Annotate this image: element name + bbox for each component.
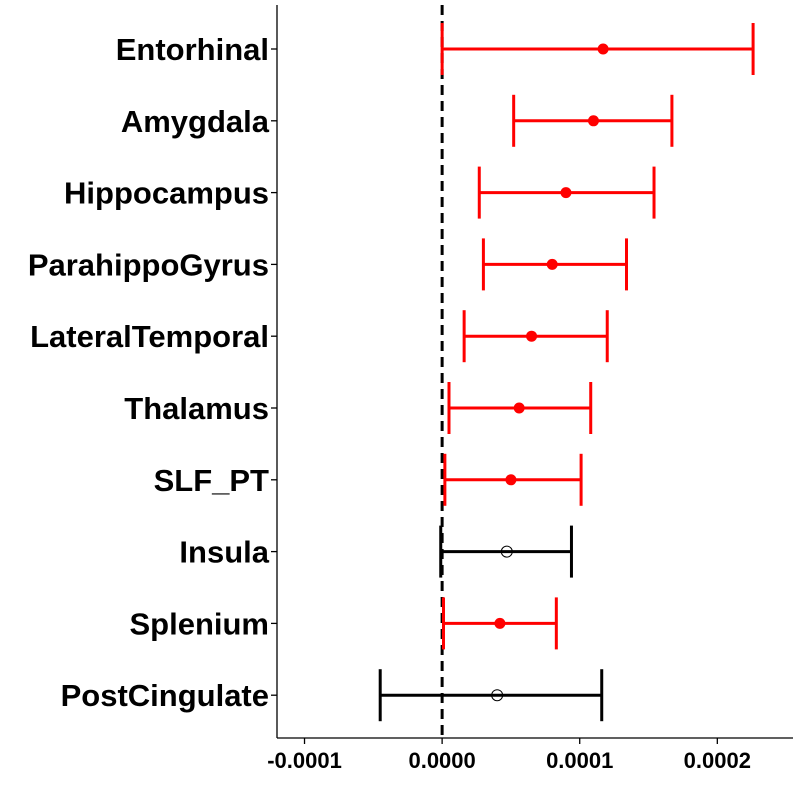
point-estimate (491, 689, 504, 702)
point-estimate (500, 545, 513, 558)
point-estimate (494, 617, 506, 629)
y-tick-label: Splenium (129, 606, 269, 641)
x-tick-label: 0.0000 (408, 748, 475, 773)
point-estimate (505, 474, 517, 486)
x-tick-label: -0.0001 (267, 748, 342, 773)
y-tick-label: SLF_PT (154, 463, 269, 498)
y-tick-label: Amygdala (121, 104, 270, 139)
y-tick-label: Thalamus (124, 391, 269, 426)
plot-area (378, 5, 755, 738)
y-tick-label: Hippocampus (64, 176, 269, 211)
x-tick-label: 0.0001 (546, 748, 613, 773)
x-tick-label: 0.0002 (684, 748, 751, 773)
point-estimate (560, 187, 572, 199)
point-estimate (587, 115, 599, 127)
y-tick-label: ParahippoGyrus (28, 247, 269, 282)
y-tick-label: Entorhinal (116, 32, 269, 67)
point-estimate (513, 402, 525, 414)
point-estimate (546, 258, 558, 270)
point-estimate (597, 43, 609, 55)
y-tick-label: Insula (179, 535, 269, 570)
y-tick-label: LateralTemporal (30, 319, 269, 354)
y-tick-label: PostCingulate (61, 678, 269, 713)
point-estimate (526, 330, 538, 342)
axes: -0.0001 0.0000 0.0001 0.0002 Entorhinal Amygd… (28, 5, 793, 773)
